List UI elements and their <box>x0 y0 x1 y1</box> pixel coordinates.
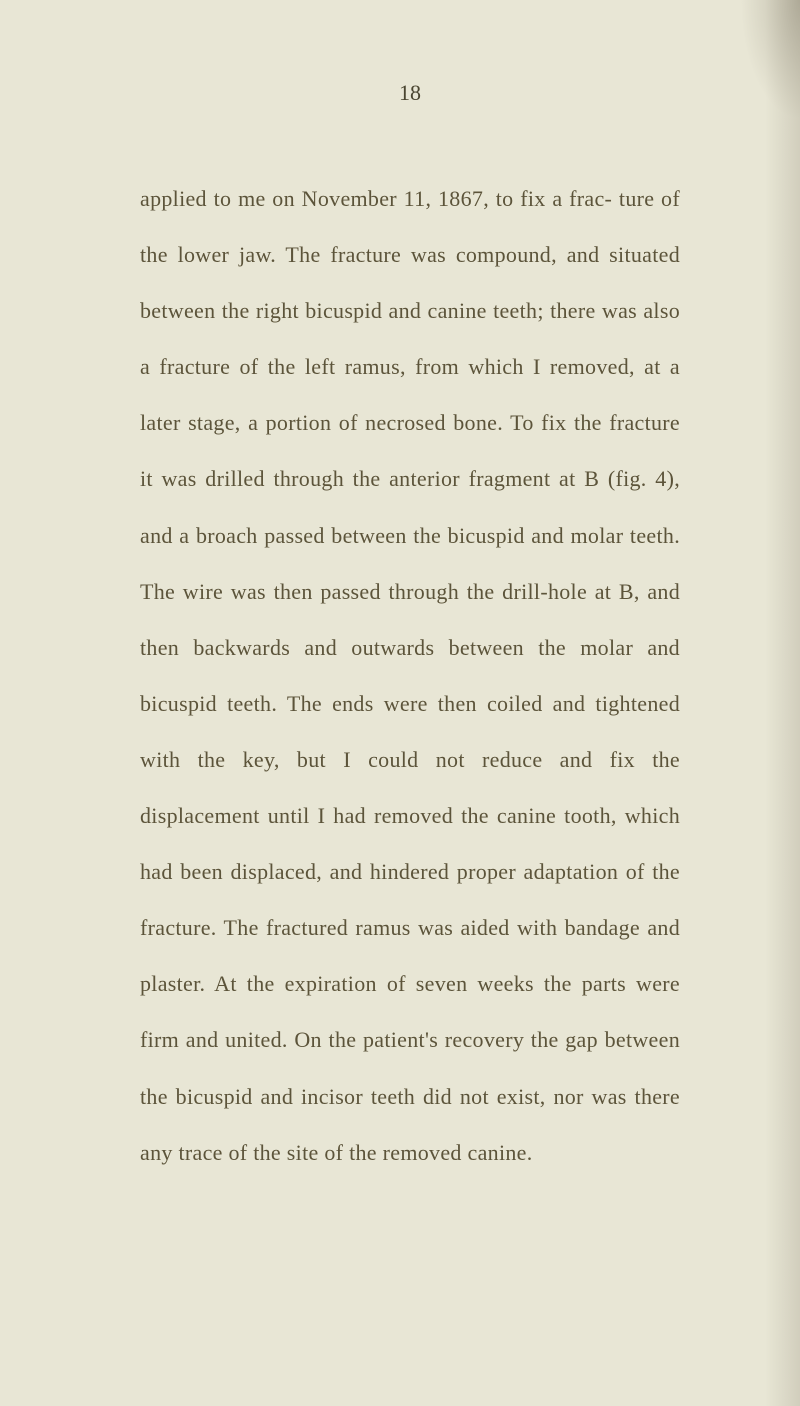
shadow-overlay-right <box>765 0 800 1406</box>
document-page: 18 applied to me on November 11, 1867, t… <box>0 0 800 1406</box>
page-number: 18 <box>140 80 680 106</box>
shadow-overlay-corner <box>740 0 800 120</box>
body-text: applied to me on November 11, 1867, to f… <box>140 171 680 1181</box>
